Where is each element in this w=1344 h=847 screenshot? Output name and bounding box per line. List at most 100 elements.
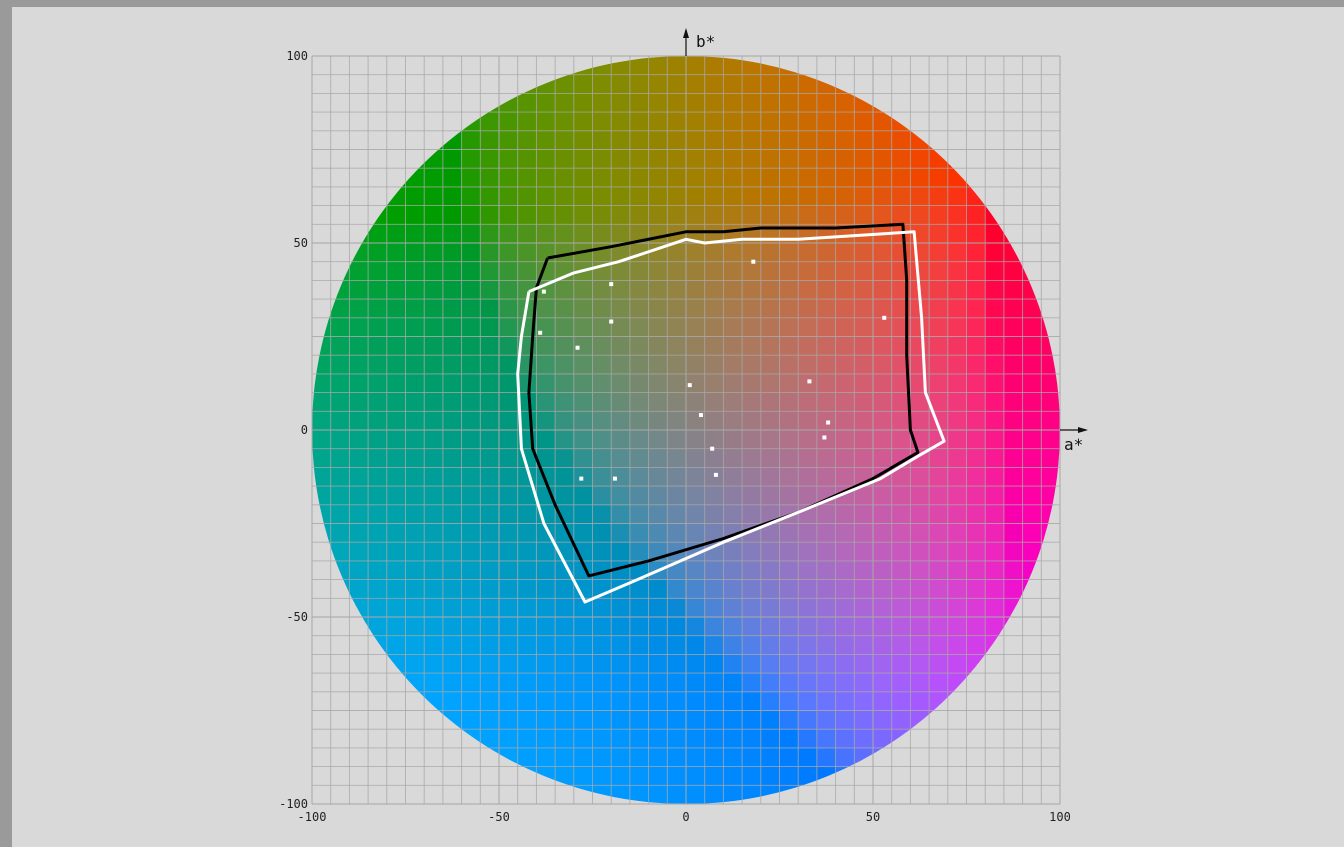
wheel-cell: [816, 467, 837, 487]
wheel-cell: [910, 467, 930, 487]
wheel-cell: [873, 168, 893, 188]
wheel-cell: [611, 710, 631, 730]
wheel-cell: [1003, 523, 1024, 543]
wheel-cell: [1022, 373, 1042, 394]
wheel-cell: [854, 654, 874, 674]
wheel-cell: [667, 504, 687, 525]
wheel-cell: [629, 617, 650, 637]
wheel-cell: [405, 523, 425, 543]
wheel-cell: [704, 280, 724, 300]
wheel-cell: [854, 430, 874, 450]
wheel-cell: [592, 486, 612, 506]
wheel-cell: [667, 747, 687, 768]
wheel-cell: [873, 299, 893, 319]
wheel-cell: [704, 598, 724, 618]
wheel-cell: [611, 56, 631, 76]
wheel-cell: [555, 579, 575, 599]
wheel-cell: [555, 710, 575, 730]
wheel-cell: [854, 523, 874, 543]
wheel-cell: [798, 168, 818, 188]
wheel-cell: [835, 299, 855, 319]
wheel-cell: [629, 130, 650, 151]
wheel-cell: [891, 504, 911, 525]
wheel-cell: [779, 710, 799, 730]
wheel-cell: [798, 467, 818, 487]
wheel-cell: [891, 411, 911, 431]
wheel-cell: [798, 243, 818, 263]
wheel-cell: [798, 56, 818, 76]
wheel-cell: [760, 56, 781, 76]
wheel-cell: [947, 617, 968, 637]
wheel-cell: [386, 411, 407, 431]
wheel-cell: [573, 504, 594, 525]
wheel-cell: [499, 654, 519, 674]
wheel-cell: [386, 280, 407, 300]
wheel-cell: [442, 523, 463, 543]
wheel-cell: [779, 579, 799, 599]
wheel-cell: [517, 243, 537, 263]
wheel-cell: [929, 149, 949, 169]
wheel-cell: [835, 467, 855, 487]
wheel-cell: [405, 560, 425, 581]
wheel-cell: [1003, 560, 1024, 581]
wheel-cell: [517, 280, 537, 300]
wheel-cell: [985, 635, 1005, 655]
wheel-cell: [667, 392, 687, 412]
wheel-cell: [1041, 392, 1060, 412]
wheel-cell: [910, 243, 930, 263]
wheel-cell: [760, 186, 781, 207]
wheel-cell: [517, 392, 537, 412]
wheel-cell: [1022, 317, 1042, 338]
wheel-cell: [947, 205, 968, 225]
wheel-cell: [723, 673, 743, 693]
wheel-cell: [405, 673, 425, 693]
wheel-cell: [1041, 336, 1060, 356]
wheel-cell: [573, 355, 594, 375]
wheel-cell: [854, 130, 874, 151]
wheel-cell: [835, 430, 855, 450]
wheel-cell: [442, 673, 463, 693]
wheel-cell: [330, 411, 350, 431]
wheel-cell: [779, 617, 799, 637]
wheel-cell: [629, 430, 650, 450]
wheel-cell: [966, 261, 986, 281]
wheel-cell: [349, 299, 369, 319]
wheel-cell: [330, 317, 350, 338]
wheel-cell: [442, 261, 463, 281]
wheel-cell: [929, 617, 949, 637]
wheel-cell: [592, 654, 612, 674]
wheel-cell: [349, 373, 369, 394]
wheel-cell: [555, 411, 575, 431]
wheel-cell: [723, 243, 743, 263]
wheel-cell: [667, 654, 687, 674]
wheel-cell: [405, 355, 425, 375]
wheel-cell: [629, 448, 650, 468]
wheel-cell: [386, 430, 407, 450]
wheel-cell: [368, 504, 388, 525]
wheel-cell: [648, 710, 668, 730]
wheel-cell: [405, 411, 425, 431]
y-tick-label: -100: [279, 797, 308, 811]
wheel-cell: [816, 112, 837, 132]
wheel-cell: [368, 317, 388, 338]
wheel-cell: [816, 710, 837, 730]
wheel-cell: [1003, 542, 1024, 562]
wheel-cell: [405, 486, 425, 506]
wheel-cell: [742, 598, 762, 618]
wheel-cell: [779, 243, 799, 263]
wheel-cell: [573, 373, 594, 394]
wheel-cell: [1003, 430, 1024, 450]
wheel-cell: [966, 504, 986, 525]
wheel-cell: [480, 243, 500, 263]
wheel-cell: [1041, 542, 1060, 562]
wheel-cell: [686, 112, 706, 132]
wheel-cell: [592, 186, 612, 207]
wheel-cell: [760, 243, 781, 263]
wheel-cell: [667, 112, 687, 132]
wheel-cell: [910, 523, 930, 543]
wheel-cell: [873, 261, 893, 281]
wheel-cell: [891, 430, 911, 450]
wheel-cell: [368, 542, 388, 562]
wheel-cell: [910, 710, 930, 730]
wheel-cell: [873, 243, 893, 263]
